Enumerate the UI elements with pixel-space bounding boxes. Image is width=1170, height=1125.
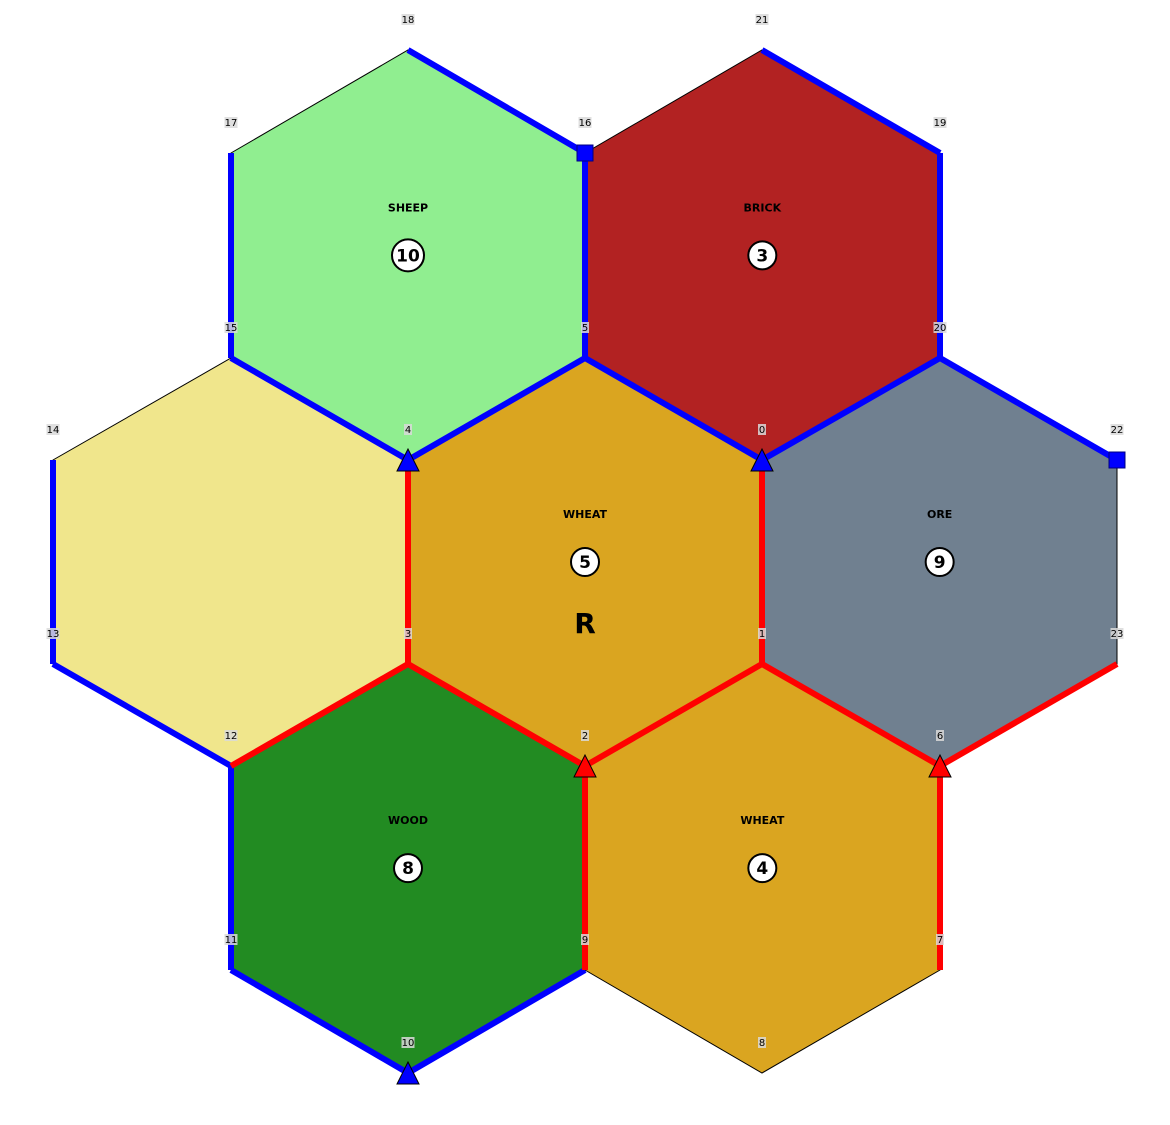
blue-road bbox=[406, 967, 587, 1076]
number-token bbox=[391, 238, 425, 273]
node-id-label: 20 bbox=[934, 323, 947, 334]
red-road bbox=[760, 661, 942, 769]
node-id-label: 15 bbox=[225, 323, 238, 334]
number-token-value: 8 bbox=[402, 859, 414, 879]
node-id-label: 13 bbox=[47, 629, 60, 640]
node-label-bg bbox=[224, 730, 238, 741]
robber-marker: R bbox=[574, 607, 596, 640]
node-label-bg bbox=[224, 934, 238, 945]
number-token-value: 5 bbox=[579, 553, 591, 573]
buildings-layer bbox=[396, 144, 1126, 1085]
node-id-label: 8 bbox=[759, 1038, 765, 1049]
number-token bbox=[393, 853, 423, 884]
red-road bbox=[583, 661, 764, 769]
tile-resource-label: WOOD bbox=[388, 814, 428, 827]
node-label-bg bbox=[401, 1037, 415, 1048]
node-label-bg bbox=[933, 322, 947, 333]
blue-settlement bbox=[750, 447, 774, 472]
node-label-bg bbox=[936, 934, 944, 945]
tile-resource-label: WHEAT bbox=[740, 814, 785, 827]
node-id-label: 7 bbox=[937, 935, 943, 946]
blue-road bbox=[229, 967, 410, 1076]
number-token-value: 4 bbox=[756, 859, 768, 879]
node-label-bg bbox=[936, 730, 944, 741]
node-id-label: 23 bbox=[1111, 629, 1124, 640]
node-label-bg bbox=[755, 14, 769, 25]
number-token bbox=[747, 240, 778, 271]
node-id-label: 14 bbox=[47, 425, 60, 436]
red-road bbox=[229, 661, 410, 769]
node-label-bg bbox=[224, 322, 238, 333]
number-token bbox=[924, 547, 955, 577]
blue-port-marker bbox=[1108, 451, 1126, 469]
node-id-label: 4 bbox=[405, 425, 411, 436]
node-id-label: 22 bbox=[1111, 425, 1124, 436]
node-label-bg bbox=[46, 628, 60, 639]
node-label-bg bbox=[1110, 424, 1124, 435]
node-id-label: 6 bbox=[937, 731, 943, 742]
node-id-label: 17 bbox=[225, 118, 238, 129]
node-id-label: 18 bbox=[402, 15, 415, 26]
node-id-label: 12 bbox=[225, 731, 238, 742]
node-label-bg bbox=[758, 424, 766, 435]
node-id-label: 1 bbox=[759, 629, 765, 640]
node-label-bg bbox=[404, 628, 412, 639]
node-id-label: 10 bbox=[402, 1038, 415, 1049]
node-id-label: 11 bbox=[225, 935, 238, 946]
red-road bbox=[406, 661, 587, 769]
number-token bbox=[570, 547, 600, 577]
node-label-bg bbox=[933, 117, 947, 128]
node-id-label: 0 bbox=[759, 425, 765, 436]
tile-resource-label: ORE bbox=[927, 508, 952, 521]
red-settlement bbox=[573, 753, 597, 778]
node-id-label: 21 bbox=[756, 15, 769, 26]
blue-settlement bbox=[396, 1060, 420, 1085]
node-id-label: 3 bbox=[405, 629, 411, 640]
node-label-bg bbox=[581, 934, 589, 945]
number-token bbox=[747, 853, 778, 884]
node-label-bg bbox=[401, 14, 415, 25]
blue-settlement bbox=[396, 447, 420, 472]
node-id-label: 19 bbox=[934, 118, 947, 129]
tile-resource-label: WHEAT bbox=[563, 508, 608, 521]
number-token-value: 9 bbox=[934, 553, 946, 573]
blue-road bbox=[938, 355, 1119, 463]
node-label-bg bbox=[224, 117, 238, 128]
node-label-bg bbox=[404, 424, 412, 435]
red-road bbox=[938, 661, 1119, 769]
node-label-bg bbox=[758, 628, 766, 639]
tile-resource-label: BRICK bbox=[744, 201, 782, 214]
blue-road bbox=[760, 47, 942, 156]
number-token-value: 10 bbox=[396, 246, 420, 266]
blue-road bbox=[760, 355, 942, 463]
node-label-bg bbox=[758, 1037, 766, 1048]
blue-road bbox=[406, 355, 587, 463]
node-id-label: 2 bbox=[582, 731, 588, 742]
blue-road bbox=[229, 355, 410, 463]
blue-road bbox=[406, 47, 587, 156]
node-label-bg bbox=[46, 424, 60, 435]
node-id-label: 16 bbox=[579, 118, 592, 129]
node-id-label: 5 bbox=[582, 323, 588, 334]
number-token-value: 3 bbox=[756, 246, 768, 266]
node-id-label: 9 bbox=[582, 935, 588, 946]
blue-road bbox=[51, 661, 233, 769]
node-label-bg bbox=[578, 117, 592, 128]
node-label-bg bbox=[581, 730, 589, 741]
blue-road bbox=[583, 355, 764, 463]
node-label-bg bbox=[581, 322, 589, 333]
blue-port-marker bbox=[576, 144, 594, 162]
node-label-bg bbox=[1110, 628, 1124, 639]
red-settlement bbox=[928, 753, 952, 778]
tile-resource-label: SHEEP bbox=[388, 201, 428, 214]
